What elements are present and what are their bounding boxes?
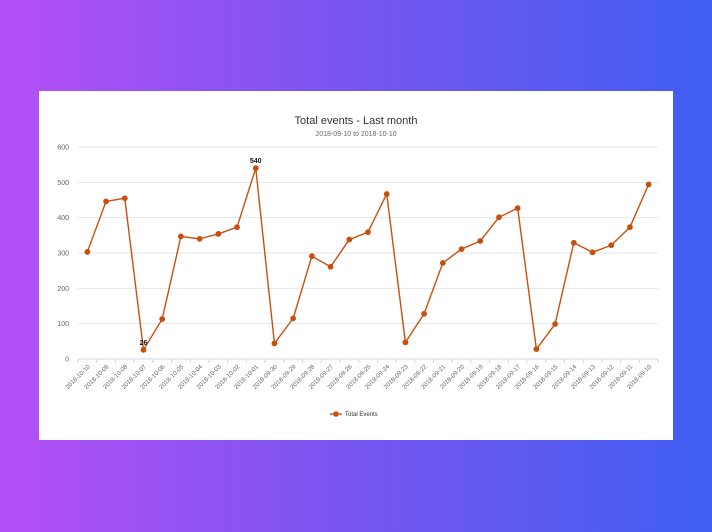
data-point[interactable]	[327, 263, 334, 270]
series-line	[86, 167, 650, 351]
data-point[interactable]	[533, 346, 540, 353]
line-chart: Total events - Last month 2018-09-10 to …	[57, 115, 659, 418]
data-point[interactable]	[178, 233, 184, 240]
y-axis-ticks: 0 100 200 300 400 500 600	[57, 145, 69, 364]
y-tick-label: 200	[57, 286, 69, 293]
data-labels: 26 540	[140, 158, 262, 347]
data-point[interactable]	[234, 224, 240, 231]
data-point[interactable]	[308, 253, 315, 260]
legend-marker-icon	[333, 411, 339, 417]
y-tick-label: 500	[57, 180, 69, 187]
chart-subtitle: 2018-09-10 to 2018-10-10	[315, 131, 396, 138]
y-tick-label: 0	[65, 357, 69, 364]
data-point[interactable]	[458, 246, 465, 253]
data-point[interactable]	[589, 249, 596, 256]
data-point[interactable]	[421, 310, 428, 317]
data-label: 540	[250, 158, 262, 165]
data-point[interactable]	[645, 181, 652, 188]
data-point[interactable]	[84, 249, 91, 255]
data-point[interactable]	[402, 339, 409, 346]
data-point[interactable]	[552, 321, 558, 327]
data-point[interactable]	[439, 259, 446, 266]
data-point[interactable]	[196, 235, 203, 242]
data-point[interactable]	[477, 238, 484, 244]
y-gridlines	[78, 146, 658, 360]
data-point[interactable]	[159, 316, 166, 322]
chart-title: Total events - Last month	[295, 115, 418, 127]
data-label: 26	[140, 340, 148, 347]
x-axis-ticks: 2018-10-102018-10-092018-10-082018-10-07…	[64, 359, 659, 391]
data-point[interactable]	[140, 346, 147, 353]
data-point[interactable]	[383, 191, 390, 197]
y-tick-label: 400	[57, 215, 69, 222]
chart-card: Total events - Last month 2018-09-10 to …	[39, 91, 673, 440]
data-point[interactable]	[570, 239, 577, 246]
data-point[interactable]	[496, 214, 502, 221]
data-point[interactable]	[252, 165, 259, 172]
data-point[interactable]	[103, 198, 109, 205]
legend-label[interactable]: Total Events	[345, 412, 378, 418]
data-point[interactable]	[346, 236, 353, 243]
data-point[interactable]	[365, 229, 371, 236]
data-point[interactable]	[271, 340, 278, 347]
legend[interactable]: Total Events	[330, 411, 378, 418]
series-total-events	[84, 165, 652, 353]
data-point[interactable]	[514, 205, 521, 212]
y-tick-label: 100	[57, 321, 69, 328]
y-tick-label: 600	[57, 145, 69, 152]
data-point[interactable]	[627, 224, 633, 231]
y-tick-label: 300	[57, 251, 69, 258]
data-point[interactable]	[290, 315, 297, 322]
data-point[interactable]	[215, 231, 222, 237]
data-point[interactable]	[608, 242, 615, 249]
data-point[interactable]	[121, 195, 128, 202]
